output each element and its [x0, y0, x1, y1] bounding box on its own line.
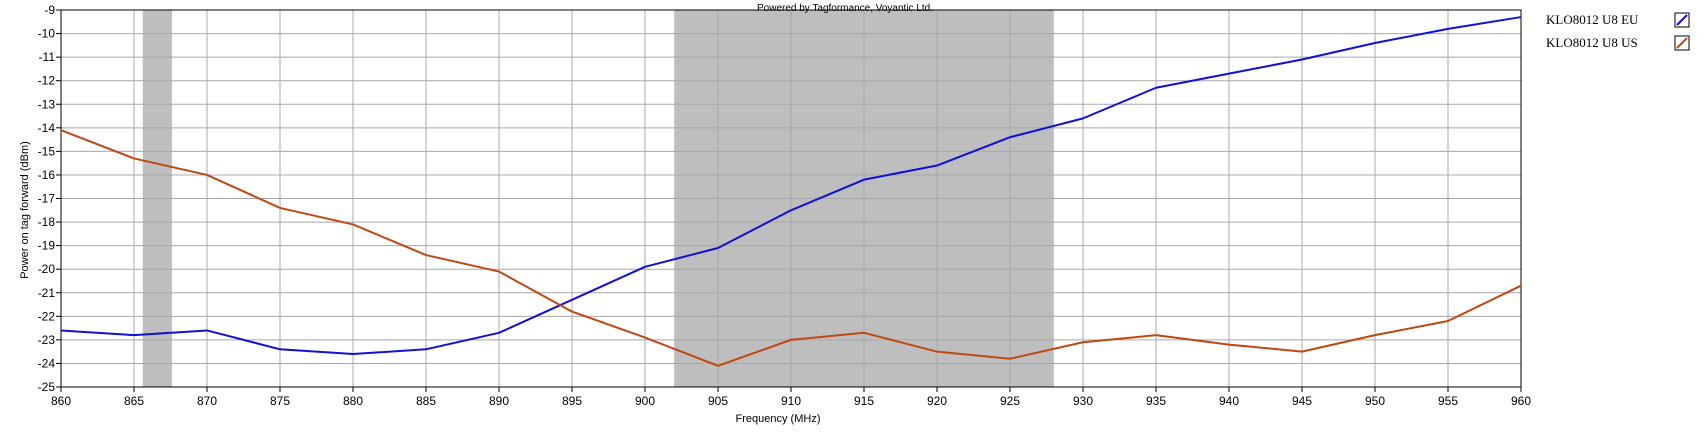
x-tick-label: 905 [708, 394, 728, 408]
legend-label-0: KLO8012 U8 EU [1546, 12, 1639, 27]
y-tick-label: -23 [38, 333, 56, 347]
legend-label-1: KLO8012 U8 US [1546, 35, 1638, 50]
y-tick-label: -11 [39, 50, 56, 64]
y-tick-label: -10 [38, 27, 56, 41]
grid-lines [61, 10, 1521, 387]
y-tick-label: -21 [38, 286, 56, 300]
x-tick-label: 890 [489, 394, 509, 408]
x-tick-label: 900 [635, 394, 655, 408]
y-tick-label: -13 [38, 97, 56, 111]
x-tick-label: 960 [1511, 394, 1531, 408]
x-tick-label: 870 [197, 394, 217, 408]
y-tick-label: -12 [38, 74, 56, 88]
y-tick-label: -24 [38, 356, 56, 370]
y-tick-label: -15 [38, 144, 56, 158]
x-axis-ticks: 860 865 870 875 880 885 890 895 900 905 910 915 920 9… [51, 387, 1531, 408]
x-tick-label: 915 [854, 394, 874, 408]
x-tick-label: 880 [343, 394, 363, 408]
x-tick-label: 865 [124, 394, 144, 408]
x-tick-label: 945 [1292, 394, 1312, 408]
y-tick-label: -16 [38, 168, 56, 182]
x-tick-label: 885 [416, 394, 436, 408]
x-tick-label: 875 [270, 394, 290, 408]
x-tick-label: 935 [1146, 394, 1166, 408]
chart-credit: Powered by Tagformance, Voyantic Ltd. [757, 3, 933, 14]
x-tick-label: 910 [781, 394, 801, 408]
x-tick-label: 955 [1438, 394, 1458, 408]
y-tick-label: -20 [38, 262, 56, 276]
y-tick-label: -14 [38, 121, 56, 135]
x-tick-label: 930 [1073, 394, 1093, 408]
x-tick-label: 895 [562, 394, 582, 408]
y-axis-label: Power on tag forward (dBm) [19, 141, 31, 279]
x-tick-label: 950 [1365, 394, 1385, 408]
legend: KLO8012 U8 EU KLO8012 U8 US [1546, 12, 1689, 50]
y-tick-label: -25 [38, 380, 56, 394]
y-tick-label: -18 [38, 215, 56, 229]
y-tick-label: -22 [38, 309, 56, 323]
x-tick-label: 860 [51, 394, 71, 408]
y-axis-ticks: -9 -10 -11 -12 -13 -14 -15 -16 -17 -18 -19 -20 -21 -2… [38, 3, 61, 394]
y-tick-label: -9 [44, 3, 55, 17]
x-tick-label: 940 [1219, 394, 1239, 408]
y-tick-label: -19 [38, 239, 56, 253]
y-tick-label: -17 [38, 192, 56, 206]
x-tick-label: 920 [927, 394, 947, 408]
x-tick-label: 925 [1000, 394, 1020, 408]
x-axis-label: Frequency (MHz) [736, 413, 821, 425]
